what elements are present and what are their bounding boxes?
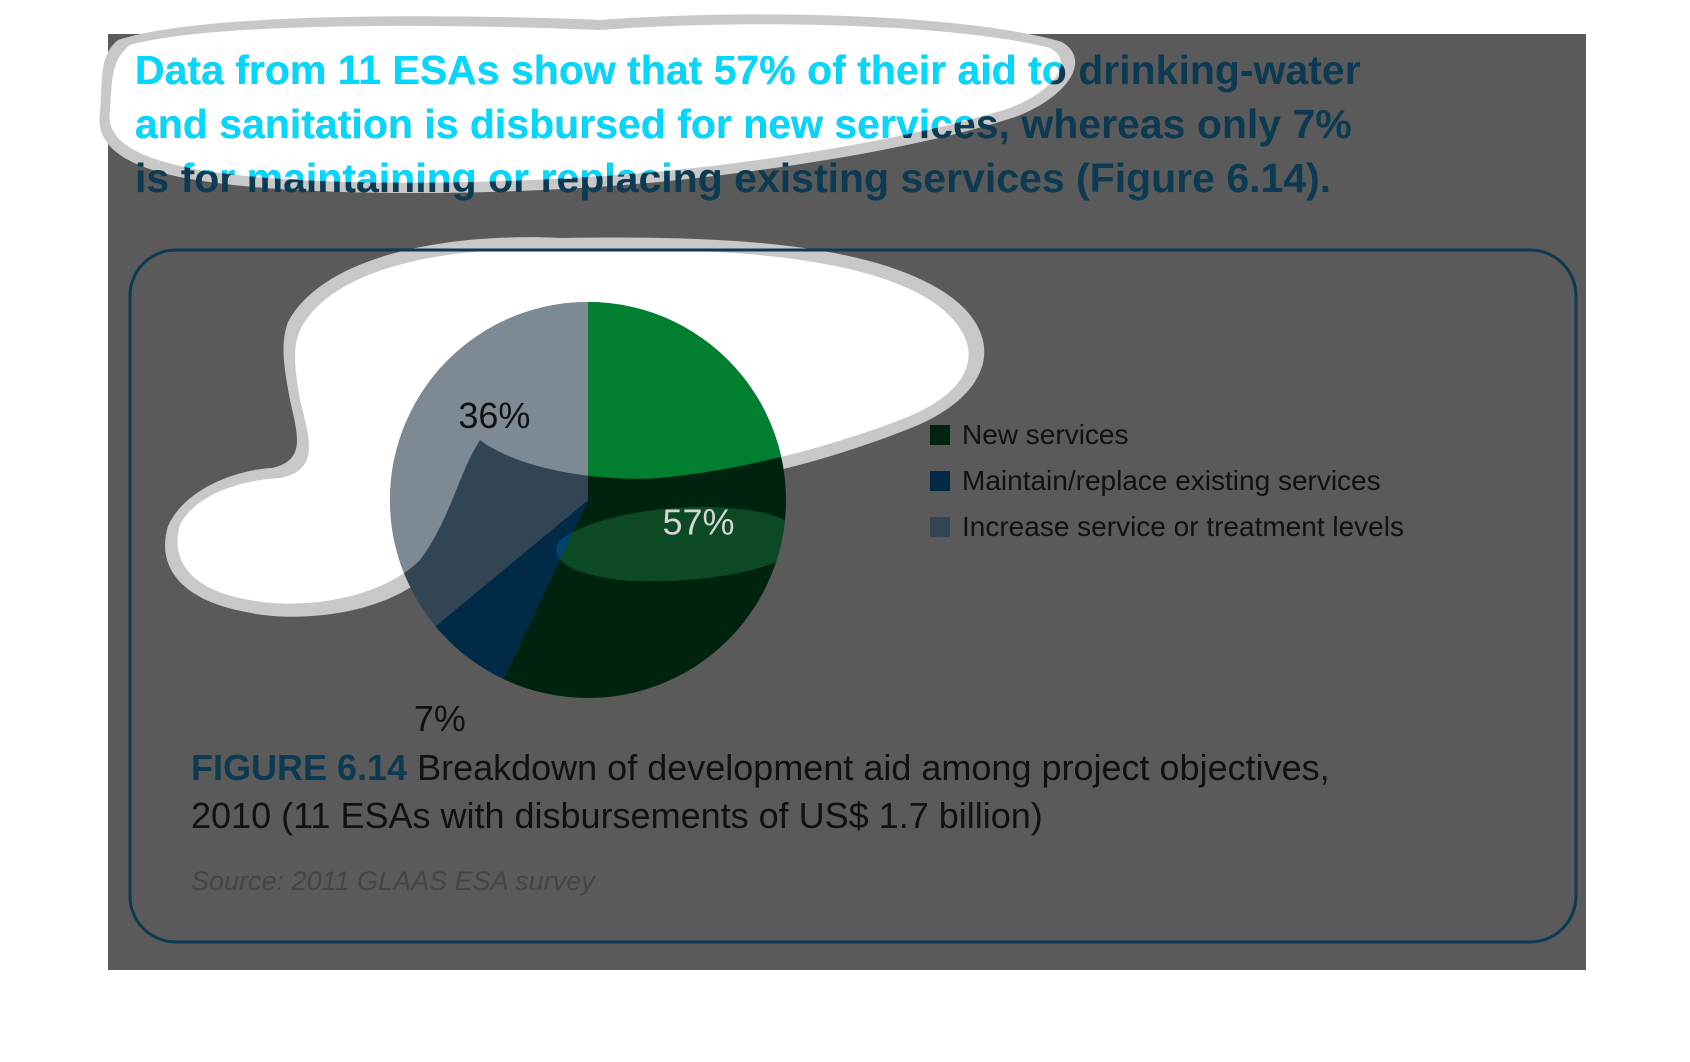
pie-labels: 57% 7% 36% xyxy=(414,395,735,739)
legend-swatch-maintain-replace-existing-services xyxy=(930,471,950,491)
figure-caption-line-2: 2010 (11 ESAs with disbursements of US$ … xyxy=(191,795,1043,836)
intro-line-2: and sanitation is disbursed for new serv… xyxy=(135,101,1352,147)
highlight-cloud-top xyxy=(109,24,1061,183)
pie-label-2: 7% xyxy=(414,698,466,739)
figure-caption-text: Breakdown of development aid among proje… xyxy=(417,747,1330,788)
intro-line-1: Data from 11 ESAs show that 57% of their… xyxy=(135,47,1361,93)
intro-line-1-highlight: Data from 11 ESAs show that 57% of their… xyxy=(135,47,1361,93)
legend: New services Maintain/replace existing se… xyxy=(930,419,1404,542)
pie-label-3: 36% xyxy=(458,395,530,436)
legend-label-increase-service-or-treatment-levels: Increase service or treatment levels xyxy=(962,511,1404,542)
pie-label-1: 57% xyxy=(662,502,734,543)
figure-source: Source: 2011 GLAAS ESA survey xyxy=(191,866,596,896)
figure-label: FIGURE 6.14 xyxy=(191,747,407,788)
legend-swatch-increase-service-or-treatment-levels xyxy=(930,517,950,537)
intro-text: Data from 11 ESAs show that 57% of their… xyxy=(135,47,1361,201)
legend-label-maintain-replace-existing-services: Maintain/replace existing services xyxy=(962,465,1381,496)
figure-panel xyxy=(128,248,1578,944)
pie-slice-maintain-replace-existing-services xyxy=(435,500,588,680)
figure-caption-line-1: FIGURE 6.14 Breakdown of development aid … xyxy=(191,747,1330,788)
legend-label-new-services: New services xyxy=(962,419,1128,450)
intro-line-3: is for maintaining or replacing existing… xyxy=(135,155,1331,201)
legend-swatch-new-services xyxy=(930,425,950,445)
